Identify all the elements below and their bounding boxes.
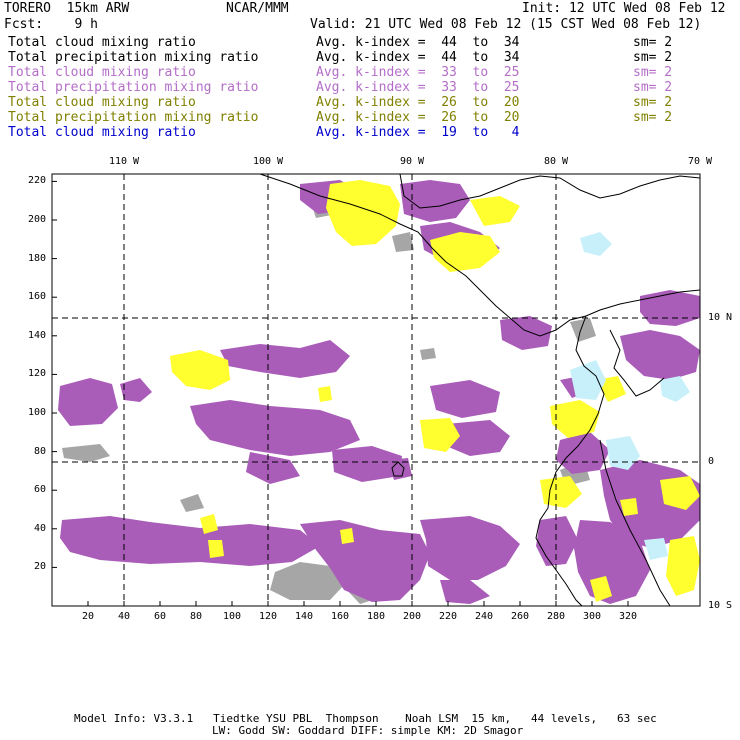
- organization-label: NCAR/MMM: [226, 1, 289, 16]
- x-tick-label: 300: [582, 611, 602, 622]
- init-time: Init: 12 UTC Wed 08 Feb 12: [522, 1, 726, 16]
- map-panel: [51, 173, 701, 607]
- x-tick-label: 260: [510, 611, 530, 622]
- latitude-label: 10 N: [708, 312, 733, 323]
- physics-info: LW: Godd SW: Goddard DIFF: simple KM: 2D…: [212, 724, 524, 737]
- legend-smoothing: sm= 2: [633, 95, 673, 110]
- y-tick-label: 180: [27, 252, 46, 264]
- latitude-label: 0: [708, 456, 715, 467]
- x-tick-label: 200: [402, 611, 422, 622]
- forecast-hour: Fcst: 9 h: [4, 17, 98, 32]
- legend-field-name: Total cloud mixing ratio: [8, 65, 196, 80]
- longitude-label: 100 W: [252, 156, 284, 167]
- x-tick-label: 100: [222, 611, 242, 622]
- model-info: Model Info: V3.3.1 Tiedtke YSU PBL Thomp…: [74, 712, 657, 725]
- yellow-cloud-patches: [170, 180, 700, 602]
- y-tick-label: 140: [27, 329, 46, 341]
- latitude-label: 10 S: [708, 600, 733, 611]
- legend-field-name: Total precipitation mixing ratio: [8, 50, 259, 65]
- legend-field-name: Total cloud mixing ratio: [8, 125, 196, 140]
- longitude-label: 80 W: [543, 156, 569, 167]
- y-tick-label: 200: [27, 214, 46, 225]
- legend-kindex: Avg. k-index = 33 to 25: [316, 65, 520, 80]
- model-title: TORERO 15km ARW: [4, 1, 130, 16]
- longitude-label: 90 W: [399, 156, 425, 167]
- longitude-label: 70 W: [687, 156, 713, 167]
- coastlines: [259, 173, 701, 607]
- x-tick-label: 20: [81, 611, 95, 622]
- x-tick-label: 240: [474, 611, 494, 622]
- legend-kindex: Avg. k-index = 44 to 34: [316, 50, 520, 65]
- y-tick-label: 220: [27, 175, 46, 187]
- longitude-label: 110 W: [108, 156, 140, 167]
- legend-kindex: Avg. k-index = 26 to 20: [316, 110, 520, 125]
- legend-smoothing: sm= 2: [633, 35, 673, 50]
- legend-smoothing: sm= 2: [633, 110, 673, 125]
- x-tick-label: 120: [258, 611, 278, 622]
- lat-lon-grid: [52, 174, 700, 606]
- y-tick-label: 60: [33, 484, 46, 496]
- legend-kindex: Avg. k-index = 33 to 25: [316, 80, 520, 95]
- y-tick-label: 120: [27, 368, 46, 380]
- x-tick-label: 320: [618, 611, 638, 622]
- y-tick-label: 100: [27, 407, 46, 418]
- axis-ticks: [52, 180, 629, 606]
- legend-field-name: Total cloud mixing ratio: [8, 35, 196, 50]
- y-tick-label: 80: [33, 445, 46, 457]
- legend-kindex: Avg. k-index = 19 to 4: [316, 125, 520, 140]
- cloud-fields-layer: [58, 180, 700, 604]
- y-tick-label: 40: [33, 522, 46, 534]
- legend-field-name: Total precipitation mixing ratio: [8, 80, 259, 95]
- y-tick-label: 20: [33, 561, 46, 573]
- x-tick-label: 140: [294, 611, 314, 622]
- legend-kindex: Avg. k-index = 44 to 34: [316, 35, 520, 50]
- x-tick-label: 60: [153, 611, 167, 622]
- legend-smoothing: sm= 2: [633, 50, 673, 65]
- legend-field-name: Total precipitation mixing ratio: [8, 110, 259, 125]
- legend-smoothing: sm= 2: [633, 65, 673, 80]
- legend-kindex: Avg. k-index = 26 to 20: [316, 95, 520, 110]
- legend-smoothing: sm= 2: [633, 80, 673, 95]
- x-tick-label: 160: [330, 611, 350, 622]
- x-tick-label: 280: [546, 611, 566, 622]
- x-tick-label: 180: [366, 611, 386, 622]
- legend-field-name: Total cloud mixing ratio: [8, 95, 196, 110]
- x-tick-label: 220: [438, 611, 458, 622]
- x-tick-label: 40: [117, 611, 131, 622]
- valid-time: Valid: 21 UTC Wed 08 Feb 12 (15 CST Wed …: [310, 17, 702, 32]
- y-tick-label: 160: [27, 291, 46, 303]
- x-tick-label: 80: [189, 611, 203, 622]
- purple-cloud-patches: [58, 180, 700, 604]
